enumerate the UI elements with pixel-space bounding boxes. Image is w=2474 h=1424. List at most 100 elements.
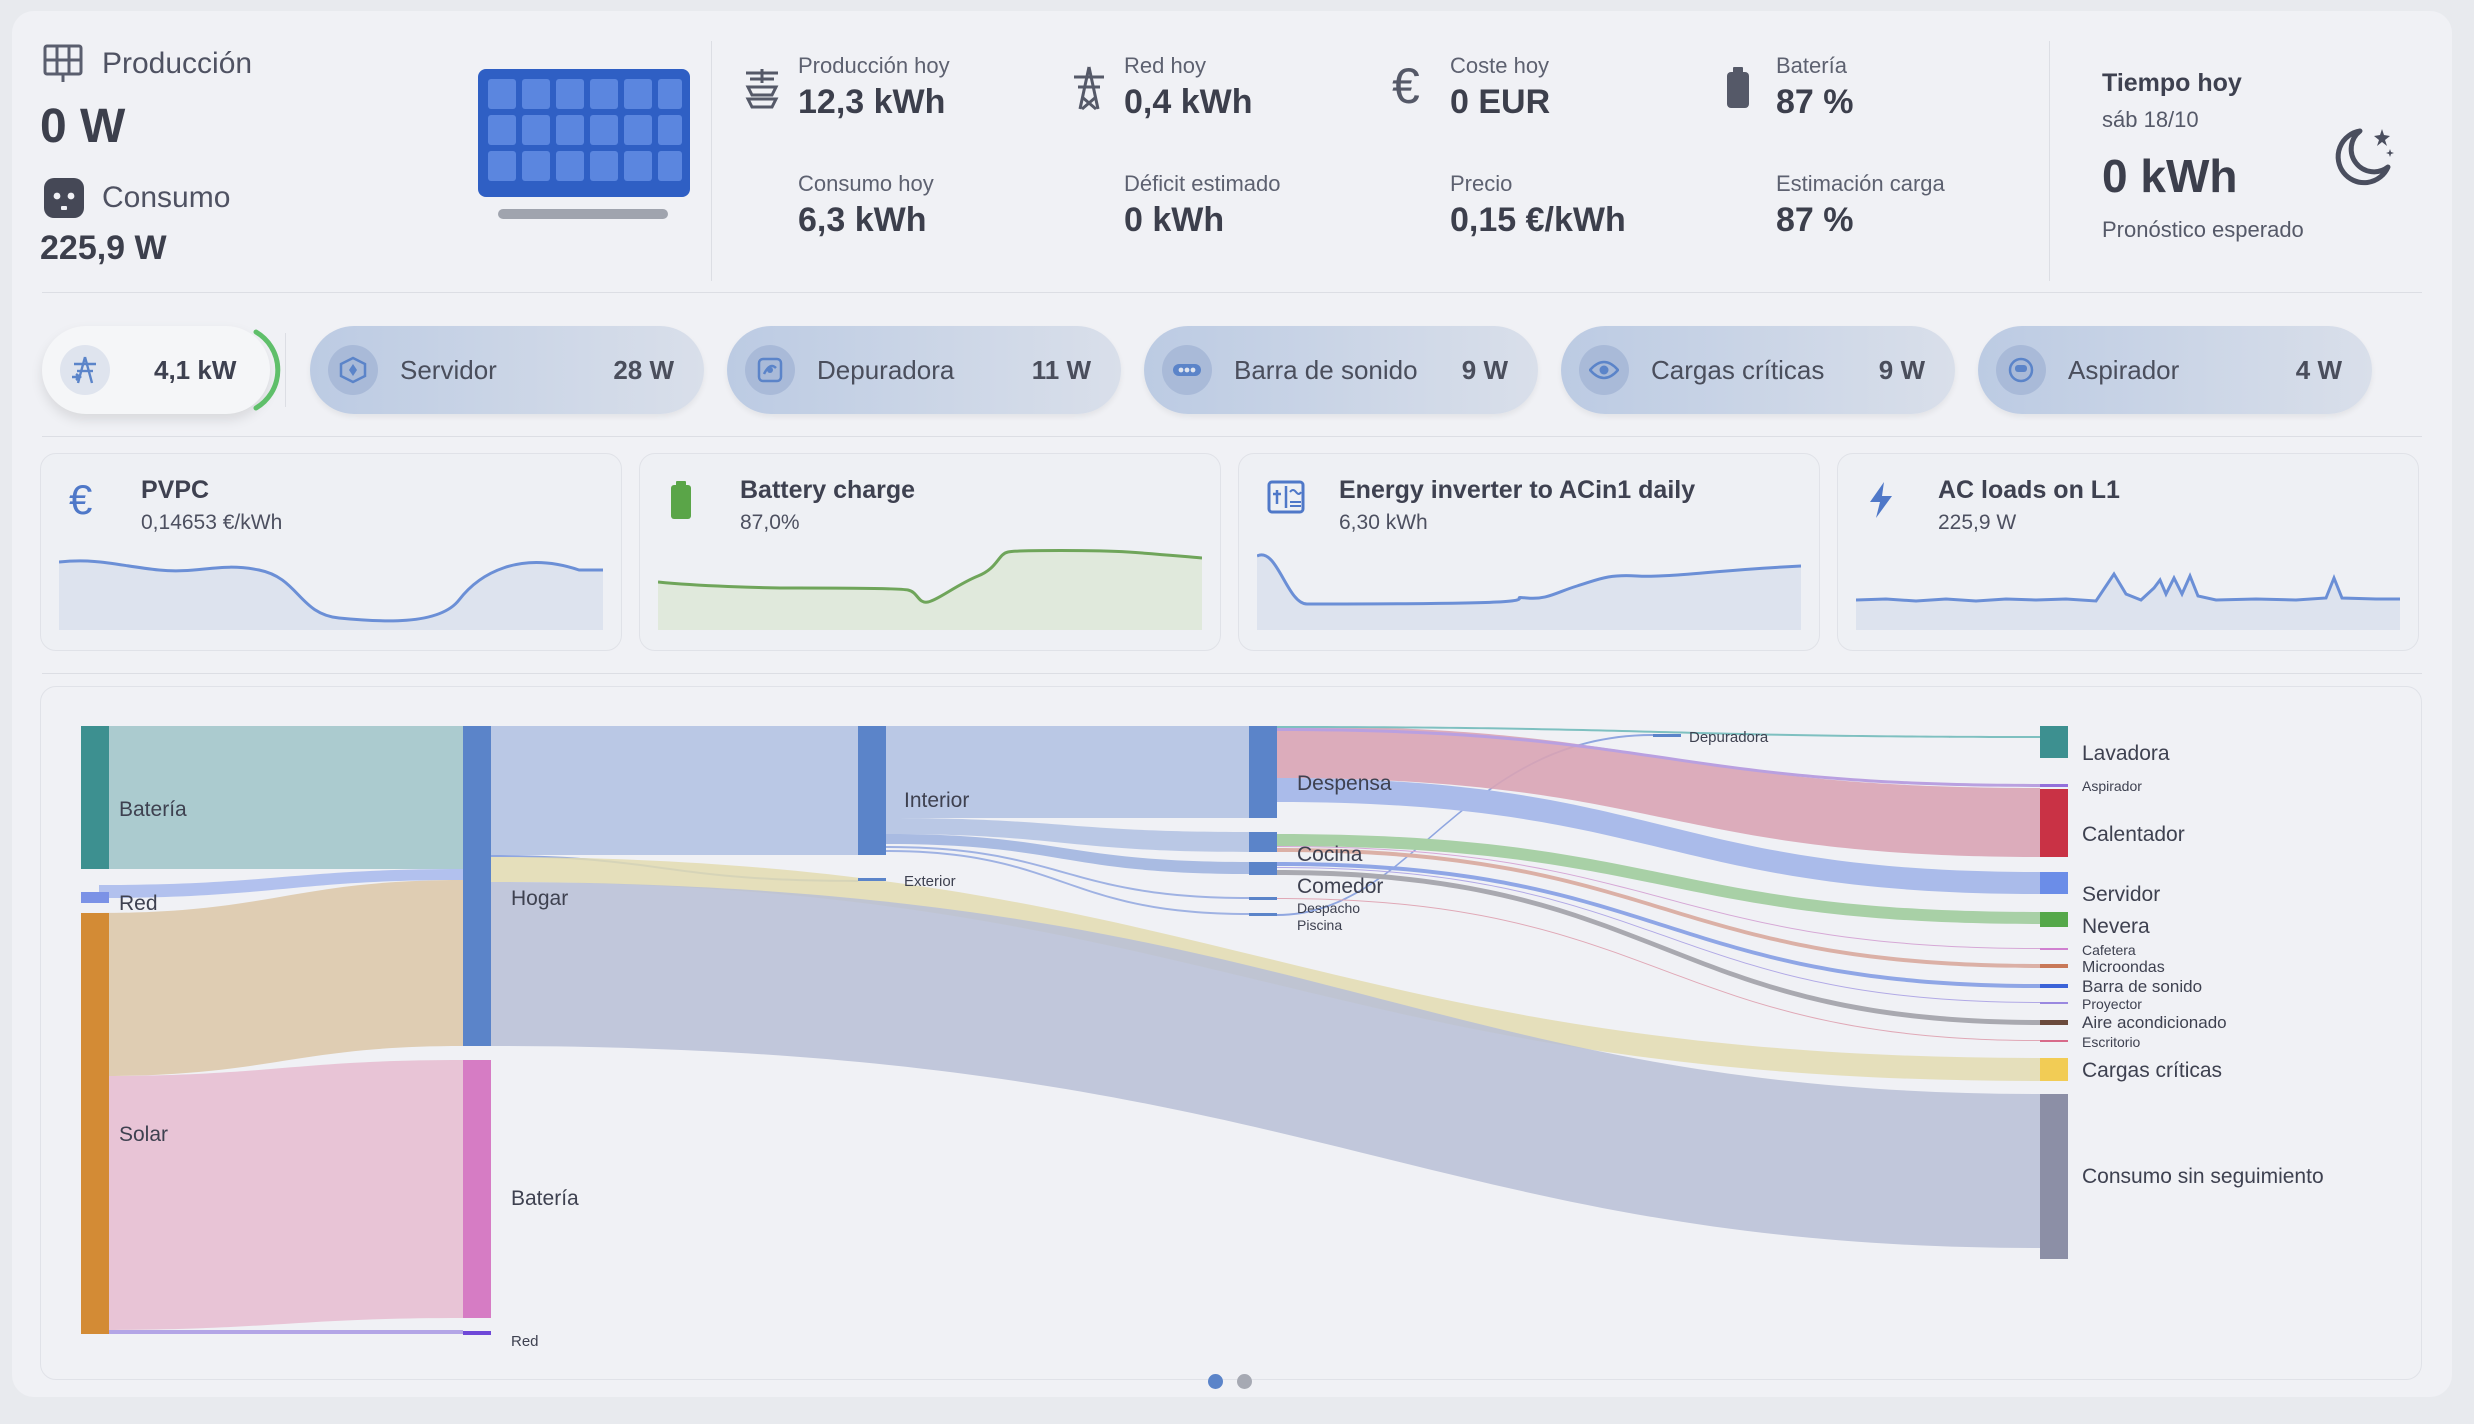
moon-stars-icon: [2330, 123, 2398, 191]
stat-value: 0 EUR: [1450, 83, 1551, 121]
solar-panel-illustration: [478, 69, 694, 234]
node-aire-acondicionado: [2040, 1020, 2068, 1025]
dashboard-card: Producción 0 W Consumo 225,9 W Producció…: [12, 11, 2452, 1397]
consumption-value: 225,9 W: [40, 229, 167, 267]
device-name: Servidor: [400, 355, 497, 385]
euro-icon: €: [1392, 58, 1420, 114]
device-pill-servidor[interactable]: Servidor 28 W: [310, 326, 704, 414]
grid-power-value: 4,1 kW: [154, 355, 237, 385]
sankey-label: Piscina: [1297, 917, 1342, 933]
flow-solar-red: [99, 1330, 463, 1334]
node-bateria-source: [81, 726, 109, 869]
stat-label: Batería: [1776, 53, 1847, 78]
flow-despensa-calentador: [1277, 726, 2040, 857]
node-bateria-sink: [463, 1060, 491, 1318]
device-name: Barra de sonido: [1234, 355, 1418, 385]
device-value: 4 W: [2295, 355, 2342, 385]
sensor-card-pvpc[interactable]: € PVPC 0,14653 €/kWh: [40, 453, 622, 651]
node-escritorio: [2040, 1040, 2068, 1042]
sankey-label: Despacho: [1297, 900, 1360, 916]
sankey-label: Proyector: [2082, 996, 2142, 1012]
sankey-label: Red: [119, 892, 158, 915]
device-pill-barra-de-sonido[interactable]: Barra de sonido 9 W: [1144, 326, 1538, 414]
stat-value: 12,3 kWh: [798, 83, 946, 121]
device-name: Aspirador: [2068, 355, 2180, 385]
flow-hogar-consumo-sin-seguimiento: [491, 882, 2040, 1248]
sensor-card-battery-charge[interactable]: Battery charge 87,0%: [639, 453, 1221, 651]
node-barra-de-sonido: [2040, 984, 2068, 988]
sensor-sparkline: [658, 549, 1202, 630]
sankey-label: Lavadora: [2082, 742, 2170, 765]
sankey-label: Calentador: [2082, 823, 2185, 846]
sankey-label: Red: [511, 1333, 539, 1350]
flow-despensa-servidor: [1277, 778, 2040, 894]
sensor-title: Battery charge: [740, 476, 916, 504]
sensor-title: AC loads on L1: [1938, 476, 2120, 504]
pager-dot[interactable]: [1237, 1374, 1252, 1389]
sankey-label: Exterior: [904, 873, 956, 890]
node-solar-source: [81, 913, 109, 1334]
sankey-label: Aire acondicionado: [2082, 1013, 2227, 1032]
flow-solar-bateria: [99, 1060, 463, 1330]
sensor-title: Energy inverter to ACin1 daily: [1339, 476, 1696, 504]
weather-caption: Pronóstico esperado: [2102, 217, 2304, 242]
device-value: 9 W: [1461, 355, 1508, 385]
weather-title: Tiempo hoy: [2102, 69, 2242, 97]
sankey-label: Hogar: [511, 887, 568, 910]
production-label: Producción: [102, 47, 253, 80]
flow-hogar-cargas-criticas: [491, 857, 2040, 1081]
sensor-sparkline: [1257, 553, 1801, 630]
sensor-sparkline: [1856, 571, 2400, 630]
weather-date: sáb 18/10: [2102, 107, 2199, 132]
flow-comedor-barra: [1277, 862, 2040, 988]
flow-despensa-lavadora: [1277, 726, 2040, 738]
device-value: 9 W: [1878, 355, 1925, 385]
device-pill-depuradora[interactable]: Depuradora 11 W: [727, 326, 1121, 414]
device-pill-cargas-criticas[interactable]: Cargas críticas 9 W: [1561, 326, 1955, 414]
sankey-label: Servidor: [2082, 883, 2160, 906]
flow-interior-comedor: [886, 834, 1249, 874]
stat-label: Estimación carga: [1776, 171, 1945, 196]
grid-power-chip[interactable]: 4,1 kW: [42, 326, 281, 414]
divider: [42, 436, 2422, 437]
sensor-value: 6,30 kWh: [1339, 511, 1428, 534]
divider: [285, 333, 286, 407]
flow-comedor-aire: [1277, 870, 2040, 1025]
node-interior: [858, 726, 886, 855]
stat-label: Precio: [1450, 171, 1513, 196]
outlet-icon: [42, 176, 86, 220]
sankey-label: Batería: [119, 798, 187, 821]
node-cocina: [1249, 832, 1277, 852]
sensor-value: 87,0%: [740, 511, 800, 534]
stat-label: Red hoy: [1124, 53, 1206, 78]
node-despensa: [1249, 726, 1277, 818]
sensor-value: 225,9 W: [1938, 511, 2017, 534]
battery-icon: [668, 480, 708, 520]
divider: [42, 673, 2422, 674]
stat-label: Producción hoy: [798, 53, 950, 78]
sankey-panel: Batería Red Solar Hogar Batería Red Inte…: [40, 686, 2422, 1380]
flash-icon: [1866, 480, 1906, 520]
flow-interior-despensa: [886, 726, 1249, 818]
node-comedor: [1249, 862, 1277, 875]
device-pill-aspirador[interactable]: Aspirador 4 W: [1978, 326, 2372, 414]
sensor-card-ac-loads[interactable]: AC loads on L1 225,9 W: [1837, 453, 2419, 651]
sankey-label: Interior: [904, 789, 969, 812]
solar-panel-icon: [42, 43, 84, 85]
transmission-tower-icon: [1070, 65, 1108, 111]
flow-solar-hogar: [99, 880, 463, 1076]
flow-despensa-nevera: [1277, 834, 2040, 924]
sensor-card-inverter[interactable]: Energy inverter to ACin1 daily 6,30 kWh: [1238, 453, 1820, 651]
eye-icon: [1579, 345, 1629, 395]
node-cafetera: [2040, 948, 2068, 950]
stat-label: Déficit estimado: [1124, 171, 1281, 196]
node-aspirador: [2040, 784, 2068, 787]
divider: [2049, 41, 2050, 281]
stat-value: 0,4 kWh: [1124, 83, 1253, 121]
node-servidor: [2040, 872, 2068, 894]
node-consumo-sin-seguimiento: [2040, 1094, 2068, 1259]
node-red-source: [81, 892, 109, 903]
pager-dot-active[interactable]: [1208, 1374, 1223, 1389]
sankey-label: Depuradora: [1689, 729, 1769, 746]
stat-label: Consumo hoy: [798, 171, 934, 196]
